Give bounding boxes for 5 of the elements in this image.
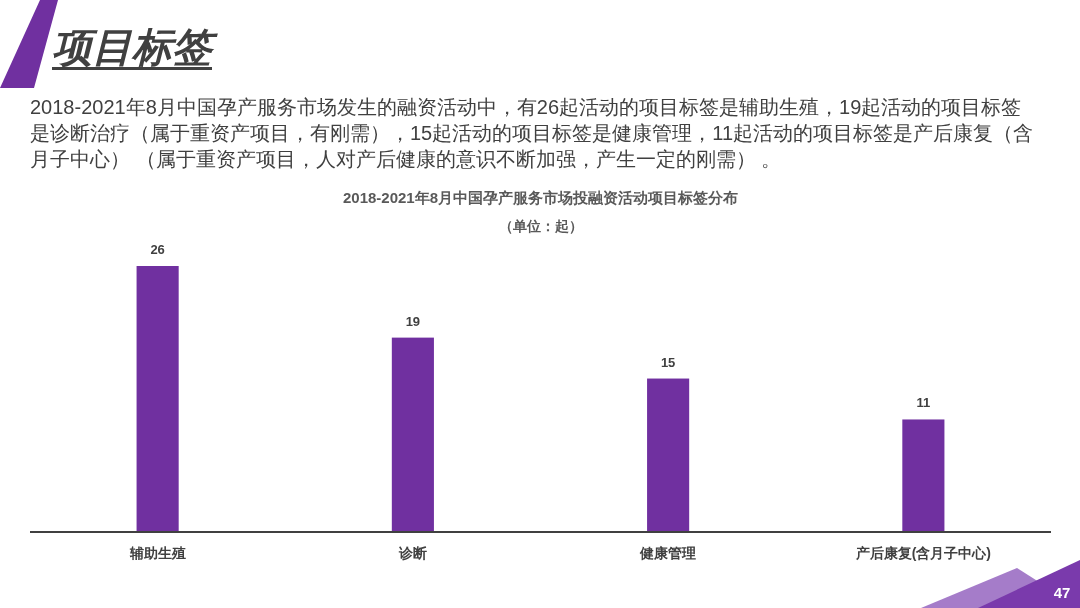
annotation-text: 2018-2021年8月中国孕产服务市场发生的融资活动中，有26起活动的项目标签是辅助生殖，19起活动的项目标签是诊断治疗（属于重资产项目，有刚需），15起活动的项目标签是健康管理，11起活动的项目标签是产后康复（含月子中心） （属于重资产项目，人对产后健康的意识不断加强，产生一定的刚需） 。 bbox=[30, 95, 1034, 172]
annotation-page: 47 bbox=[1053, 584, 1071, 601]
subtitle: （单位：起） bbox=[498, 218, 583, 234]
annotation-heading: 项目标签 bbox=[40, 20, 224, 76]
title: 2018-2021年8月中国孕产服务市场投融资活动项目标签分布 bbox=[342, 189, 739, 206]
